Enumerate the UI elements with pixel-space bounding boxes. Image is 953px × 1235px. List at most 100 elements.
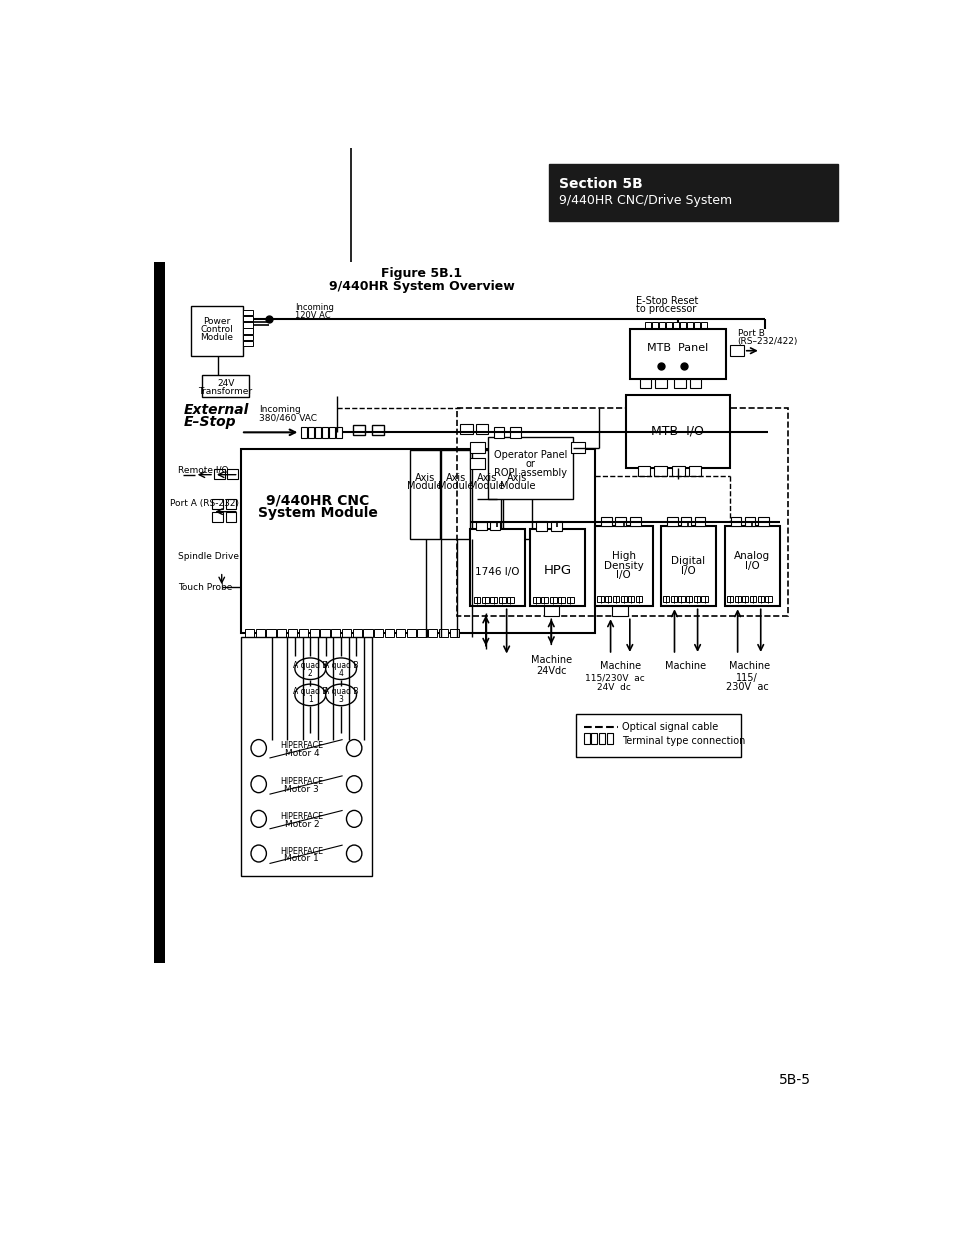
Bar xyxy=(654,466,666,477)
Bar xyxy=(659,526,716,606)
Bar xyxy=(576,714,740,757)
Text: 120V AC: 120V AC xyxy=(294,311,330,320)
Text: 115/: 115/ xyxy=(735,673,757,683)
Text: Machine: Machine xyxy=(665,661,706,671)
Text: I/O: I/O xyxy=(616,569,630,579)
Text: Incoming: Incoming xyxy=(258,405,300,415)
Bar xyxy=(644,322,651,330)
Bar xyxy=(625,395,729,468)
Bar xyxy=(241,448,595,634)
Text: E-Stop Reset: E-Stop Reset xyxy=(636,295,698,305)
Bar xyxy=(685,595,692,601)
Bar xyxy=(533,597,539,603)
Bar xyxy=(571,442,584,453)
Bar xyxy=(469,530,524,606)
Bar xyxy=(540,597,548,603)
Bar xyxy=(629,517,640,526)
Ellipse shape xyxy=(251,776,266,793)
Bar xyxy=(438,629,448,637)
Bar xyxy=(655,379,666,389)
Bar xyxy=(662,595,668,601)
Bar xyxy=(726,595,732,601)
Text: A quad B: A quad B xyxy=(323,661,358,671)
Text: (RS–232/422): (RS–232/422) xyxy=(737,337,797,346)
Bar xyxy=(243,316,253,321)
Ellipse shape xyxy=(251,845,266,862)
Text: Remote I/O: Remote I/O xyxy=(177,466,228,474)
Bar xyxy=(598,734,604,745)
Text: Digital: Digital xyxy=(671,556,704,566)
Bar xyxy=(255,629,265,637)
Bar xyxy=(428,629,436,637)
Bar xyxy=(191,306,243,356)
Bar xyxy=(269,740,342,758)
Ellipse shape xyxy=(346,845,361,862)
Bar xyxy=(629,330,725,379)
Bar xyxy=(551,521,561,531)
Text: Module: Module xyxy=(200,333,233,342)
Text: 24V  dc: 24V dc xyxy=(597,683,631,692)
Bar xyxy=(476,424,488,433)
Text: E–Stop: E–Stop xyxy=(183,415,235,430)
Bar xyxy=(456,409,787,616)
Text: Section 5B: Section 5B xyxy=(558,178,642,191)
Bar xyxy=(502,450,532,538)
Bar xyxy=(288,629,297,637)
Text: Touch Probe: Touch Probe xyxy=(177,583,232,592)
Bar xyxy=(700,595,707,601)
Text: 1746 I/O: 1746 I/O xyxy=(475,567,519,577)
Bar xyxy=(269,810,342,829)
Ellipse shape xyxy=(294,658,325,679)
Bar xyxy=(213,499,222,509)
Bar xyxy=(335,427,341,437)
Bar xyxy=(694,517,704,526)
Bar xyxy=(729,346,743,356)
Bar xyxy=(637,466,649,477)
Bar xyxy=(269,845,342,863)
Bar xyxy=(543,605,558,616)
Bar xyxy=(374,629,383,637)
Bar xyxy=(406,629,416,637)
Bar xyxy=(604,595,611,601)
Text: Axis: Axis xyxy=(476,473,497,483)
Bar xyxy=(481,597,488,603)
Bar xyxy=(591,734,597,745)
Ellipse shape xyxy=(325,658,356,679)
Bar xyxy=(652,322,658,330)
Bar xyxy=(498,597,505,603)
Bar xyxy=(363,629,373,637)
Bar xyxy=(670,595,676,601)
Text: A quad B: A quad B xyxy=(323,688,358,697)
Text: Port B: Port B xyxy=(737,329,763,337)
Bar xyxy=(416,629,426,637)
Text: 2: 2 xyxy=(308,669,313,678)
Text: Machine: Machine xyxy=(728,661,769,671)
Bar xyxy=(743,517,755,526)
Bar xyxy=(320,629,329,637)
Text: Port A (RS-232): Port A (RS-232) xyxy=(170,499,239,508)
Text: MTB  I/O: MTB I/O xyxy=(651,425,703,437)
Bar xyxy=(213,468,225,479)
Text: 3: 3 xyxy=(338,695,343,704)
Bar xyxy=(314,427,321,437)
Text: HIPERFACE: HIPERFACE xyxy=(280,847,323,856)
Ellipse shape xyxy=(294,684,325,705)
Bar xyxy=(488,437,572,499)
Text: I/O: I/O xyxy=(680,566,695,576)
Text: Figure 5B.1: Figure 5B.1 xyxy=(381,267,462,280)
Bar xyxy=(600,517,612,526)
Bar xyxy=(529,530,584,606)
Bar xyxy=(241,637,372,876)
Bar xyxy=(243,310,253,315)
Bar xyxy=(301,427,307,437)
Text: HIPERFACE: HIPERFACE xyxy=(280,813,323,821)
Bar xyxy=(620,595,626,601)
Text: Spindle Drive: Spindle Drive xyxy=(177,552,238,561)
Bar xyxy=(277,629,286,637)
Ellipse shape xyxy=(346,740,361,757)
Bar xyxy=(628,595,634,601)
Bar xyxy=(489,522,500,530)
Text: Machine: Machine xyxy=(599,661,640,671)
Bar xyxy=(693,322,700,330)
Bar xyxy=(476,522,486,530)
